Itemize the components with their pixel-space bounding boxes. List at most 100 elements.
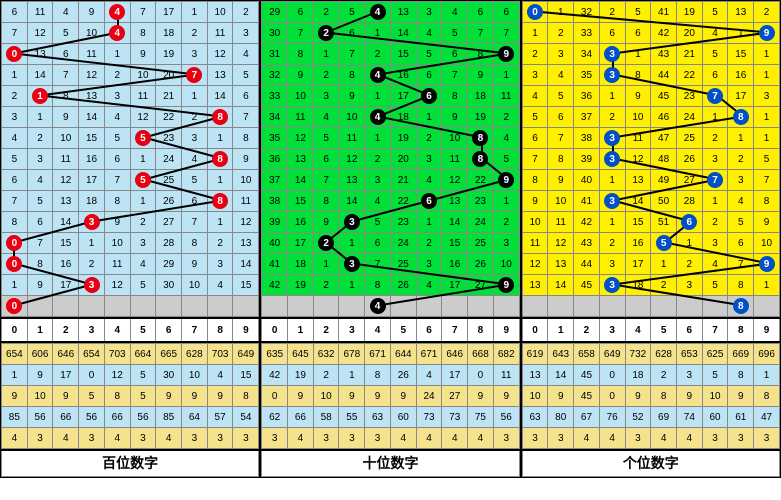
summary-cell: 4: [676, 428, 702, 449]
grid-cell: 4: [233, 44, 259, 65]
grid-cell: 44: [651, 65, 677, 86]
grid-cell: 42: [574, 212, 600, 233]
grid-cell: 35: [262, 128, 288, 149]
trend-ball: 4: [109, 4, 125, 20]
grid-cell: 26: [156, 191, 182, 212]
grid-cell: 5: [651, 233, 677, 254]
summary-row: 0910999242799: [262, 386, 519, 407]
grid-row: 78393124826325: [522, 149, 779, 170]
grid-row: 4118137253162610: [262, 254, 519, 275]
summary-cell: 1: [339, 365, 365, 386]
grid-cell: 6: [625, 23, 651, 44]
trend-ball: 3: [344, 214, 360, 230]
summary-cell: 10: [522, 386, 548, 407]
grid-cell: 9: [625, 86, 651, 107]
summary-cell: 24: [416, 386, 442, 407]
grid-cell: 1: [416, 212, 442, 233]
grid-cell: 45: [574, 275, 600, 296]
grid-cell: 35: [574, 65, 600, 86]
grid-cell: 7: [702, 86, 728, 107]
trend-ball: 8: [472, 130, 488, 146]
summary-cell: 9: [468, 386, 494, 407]
summary-row: 421921826417011: [262, 365, 519, 386]
grid-cell: 4: [365, 296, 391, 317]
grid-cell: 7: [522, 149, 548, 170]
grid-cell: 15: [625, 212, 651, 233]
grid-cell: 9: [493, 275, 519, 296]
grid-cell: 14: [233, 254, 259, 275]
grid-cell: 9: [339, 86, 365, 107]
trend-ball: 0: [6, 46, 22, 62]
summary-cell: 66: [288, 407, 314, 428]
trend-ball: 3: [604, 130, 620, 146]
grid-cell: 23: [468, 191, 494, 212]
grid-cell: 2: [233, 2, 259, 23]
summary-cell: 665: [156, 344, 182, 365]
summary-cell: 56: [27, 407, 53, 428]
summary-cell: 26: [390, 365, 416, 386]
grid-cell: 29: [262, 2, 288, 23]
summary-cell: 0: [468, 365, 494, 386]
summary-cell: 9: [156, 386, 182, 407]
grid-row: 5311166124489: [2, 149, 259, 170]
trend-ball: 4: [109, 25, 125, 41]
grid-cell: 10: [754, 233, 780, 254]
grid-cell: 17: [79, 170, 105, 191]
summary-row: 63806776526974606147: [522, 407, 779, 428]
grid-cell: 5: [182, 170, 208, 191]
summary-cell: 76: [599, 407, 625, 428]
summary-cell: 3: [548, 428, 574, 449]
grid-cell: 33: [262, 86, 288, 107]
grid-cell: 8: [207, 149, 233, 170]
grid-cell: 13: [79, 86, 105, 107]
grid-cell: 12: [104, 275, 130, 296]
header-cell: 2: [313, 318, 339, 342]
grid-cell: 3: [182, 128, 208, 149]
grid-cell: 6: [53, 44, 79, 65]
grid-cell: 33: [574, 23, 600, 44]
grid-cell: 2: [365, 44, 391, 65]
grid-cell: 6: [104, 149, 130, 170]
grid-cell: 21: [390, 170, 416, 191]
grid-cell: [79, 296, 105, 317]
grid-cell: 1: [754, 128, 780, 149]
grid-row: 45361945237173: [522, 86, 779, 107]
grid-cell: [156, 296, 182, 317]
grid-cell: 11: [339, 128, 365, 149]
grid-cell: 1: [104, 44, 130, 65]
grid-cell: [651, 296, 677, 317]
grid-cell: 8: [522, 170, 548, 191]
header-row: 0123456789: [522, 317, 780, 343]
grid-cell: 5: [702, 275, 728, 296]
grid-cell: 9: [182, 254, 208, 275]
grid-cell: 6: [522, 128, 548, 149]
header-cell: 5: [651, 318, 677, 342]
summary-cell: 56: [79, 407, 105, 428]
header-cell: 6: [676, 318, 702, 342]
grid-cell: 10: [625, 107, 651, 128]
trend-ball: 9: [498, 277, 514, 293]
summary-cell: 3: [27, 428, 53, 449]
grid-cell: 11: [104, 254, 130, 275]
grid-cell: [339, 296, 365, 317]
grid-cell: [599, 296, 625, 317]
summary-cell: 3: [728, 428, 754, 449]
summary-cell: 654: [79, 344, 105, 365]
grid-cell: 3: [182, 44, 208, 65]
grid-cell: 1: [522, 23, 548, 44]
grid-cell: 8: [130, 23, 156, 44]
grid-row: 34353844226161: [522, 65, 779, 86]
summary-cell: 4: [416, 365, 442, 386]
summary-cell: 56: [493, 407, 519, 428]
summary-cell: 9: [676, 386, 702, 407]
grid-cell: 1: [27, 86, 53, 107]
summary-cell: 4: [442, 428, 468, 449]
grid-cell: [522, 296, 548, 317]
summary-cell: 732: [625, 344, 651, 365]
grid-cell: 47: [651, 128, 677, 149]
grid-cell: 24: [468, 212, 494, 233]
grid-cell: 18: [468, 86, 494, 107]
grid-cell: 8: [233, 128, 259, 149]
panel-1: 2962541334663072611445773181721556893292…: [261, 1, 521, 477]
trend-ball: 3: [84, 214, 100, 230]
